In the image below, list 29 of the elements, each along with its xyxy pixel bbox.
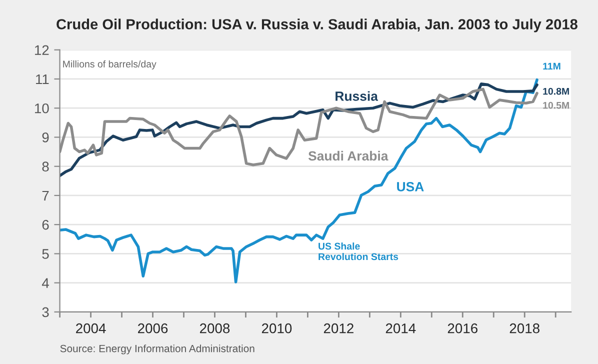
chart-title: Crude Oil Production: USA v. Russia v. Saudi Arabia, Jan. 2003 to July 2018	[56, 18, 578, 32]
data-label: 10.8M	[543, 88, 569, 95]
x-tick-label: 2010	[262, 323, 292, 334]
y-tick-label: 4	[42, 278, 49, 288]
line-series	[60, 78, 538, 284]
x-tick-label: 2012	[324, 323, 354, 334]
x-tick-label: 2016	[448, 323, 478, 334]
y-axis-title: Millions of barrels/day	[63, 60, 156, 70]
y-tick-label: 5	[42, 249, 49, 259]
x-tick-label: 2006	[138, 323, 168, 334]
x-tick-label: 2008	[200, 323, 230, 334]
annotation: US Shale Revolution Starts	[318, 242, 398, 260]
y-tick-label: 6	[42, 220, 49, 230]
x-tick-label: 2004	[76, 323, 106, 334]
y-tick-label: 8	[42, 162, 49, 172]
data-label: 11M	[543, 62, 560, 70]
series-label: Saudi Arabia	[308, 150, 388, 161]
x-tick-label: 2018	[510, 323, 540, 334]
y-tick-label: 10	[34, 103, 49, 114]
y-tick-label: 9	[42, 132, 49, 142]
y-tick-label: 12	[34, 45, 49, 55]
y-tick-label: 11	[36, 74, 49, 84]
source-note: Source: Energy Information Administration	[60, 344, 254, 354]
x-tick-label: 2014	[386, 323, 416, 334]
data-label: 10.5M	[543, 102, 569, 109]
y-tick-label: 7	[42, 190, 49, 200]
y-tick-label: 3	[42, 307, 49, 318]
series-label: USA	[397, 182, 424, 192]
series-label: Russia	[336, 91, 378, 101]
